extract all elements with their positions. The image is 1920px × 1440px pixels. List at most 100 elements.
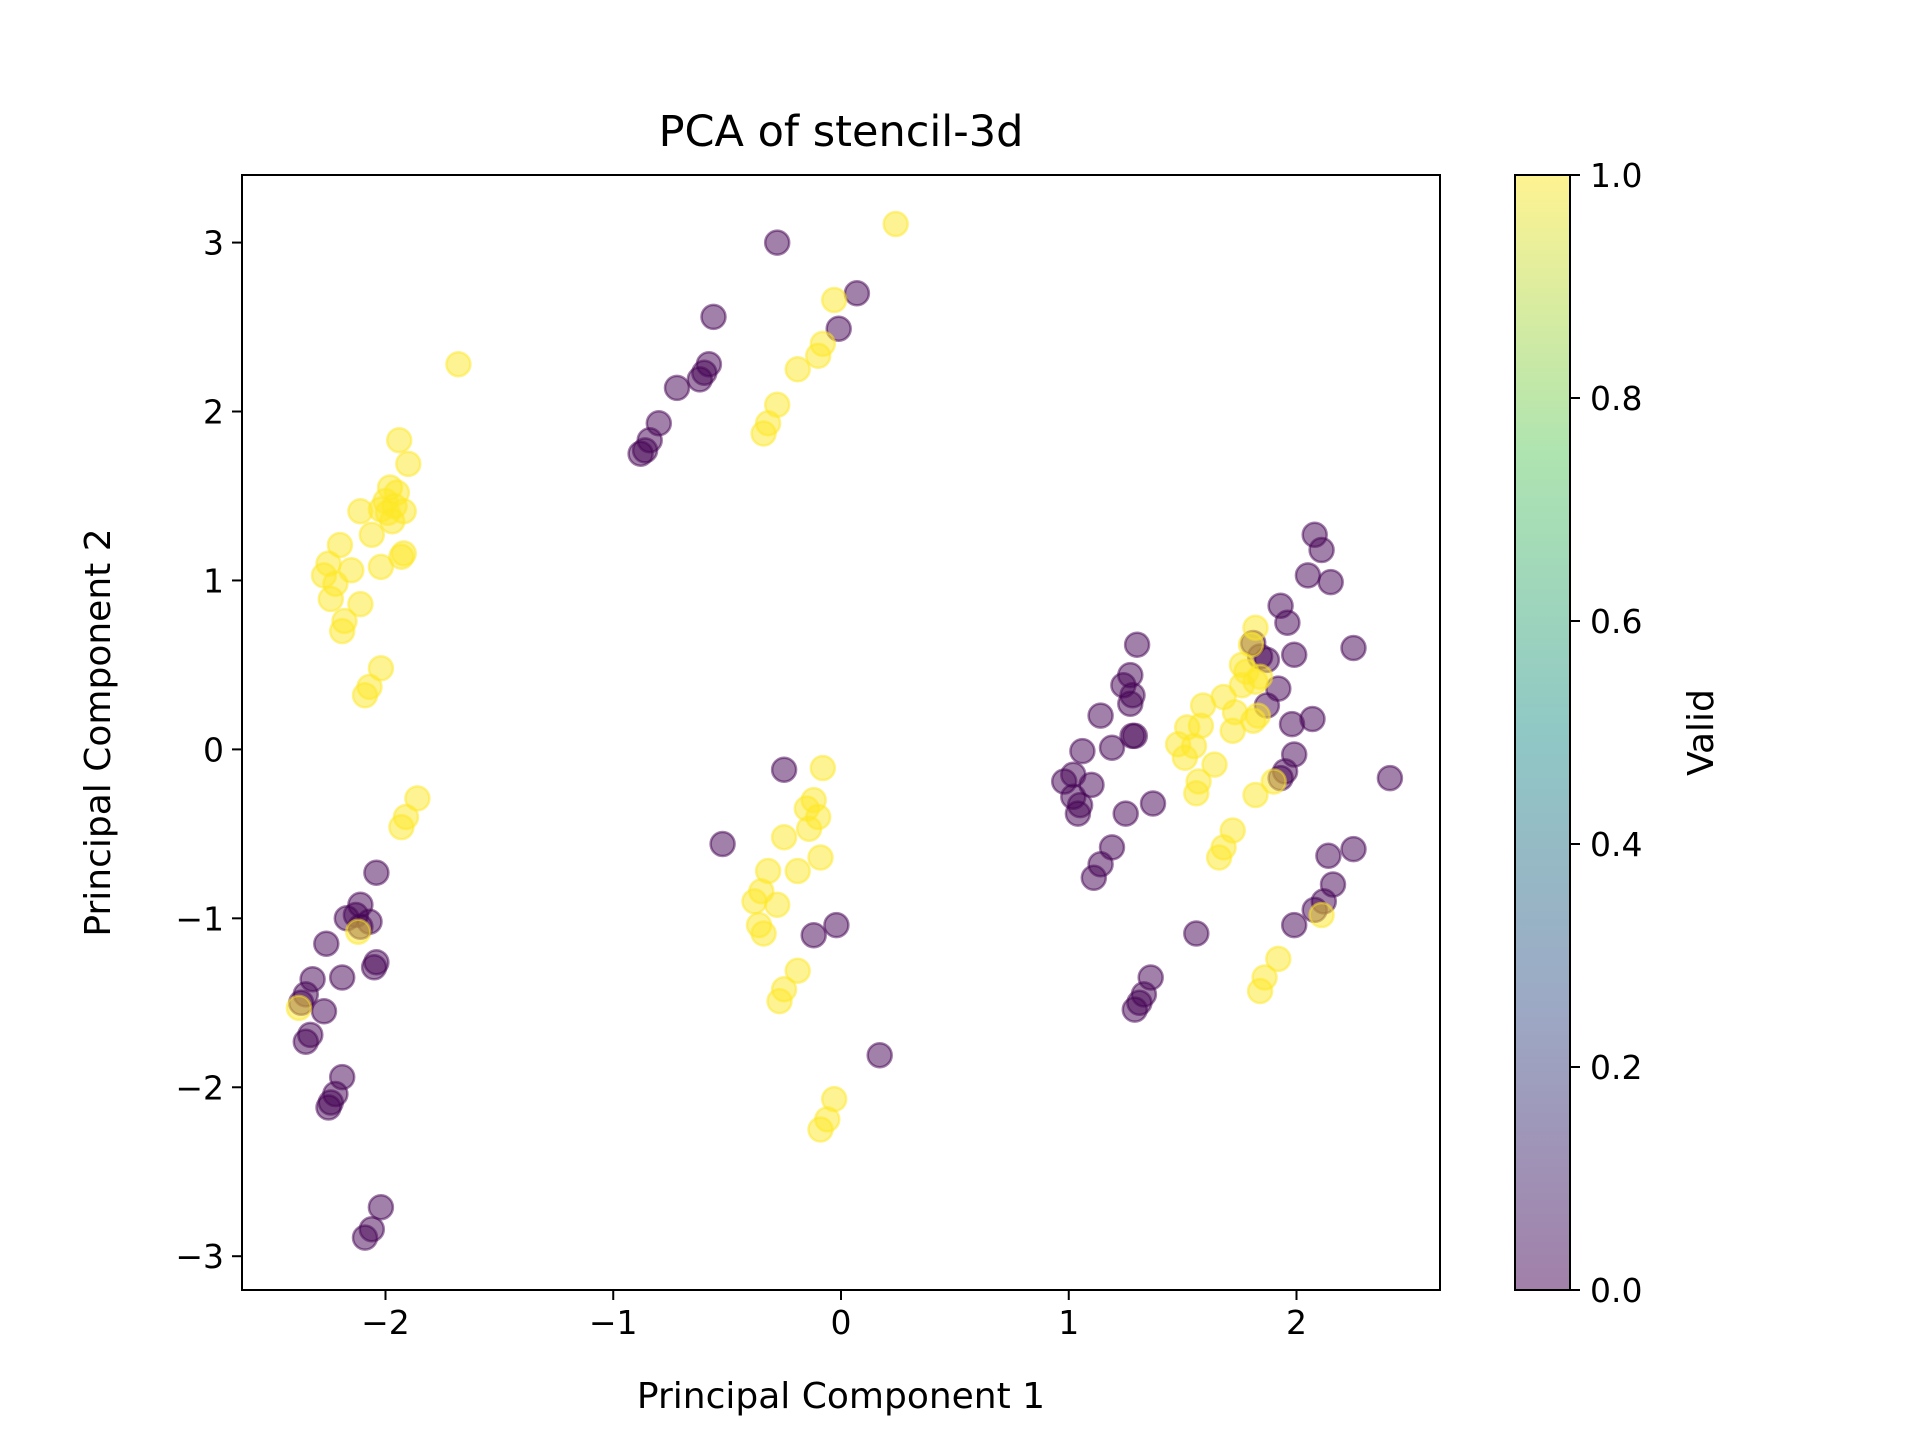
- invalid-point: [1069, 737, 1096, 765]
- chart-title: PCA of stencil-3d: [659, 107, 1024, 157]
- colorbar-ticks: 0.0 0.2 0.4 0.6 0.8 1.0: [1570, 156, 1642, 1310]
- invalid-point: [310, 998, 338, 1025]
- invalid-point: [1280, 641, 1308, 669]
- invalid-point: [1299, 705, 1326, 733]
- invalid-point: [313, 930, 340, 957]
- valid-point: [395, 450, 422, 478]
- valid-point: [807, 1116, 834, 1143]
- colorbar-tick-label: 0.4: [1590, 825, 1642, 864]
- x-tick-label: −1: [589, 1303, 638, 1342]
- colorbar-gradient: [1515, 175, 1570, 1290]
- y-axis-title: Principal Component 2: [78, 528, 119, 936]
- y-tick-label: 2: [203, 393, 224, 432]
- valid-point: [784, 957, 811, 984]
- y-tick-label: −2: [175, 1068, 224, 1107]
- valid-point: [445, 350, 472, 378]
- invalid-point: [1280, 911, 1308, 939]
- x-axis: −2 −1 0 1 2: [361, 1290, 1307, 1342]
- invalid-point: [1315, 842, 1342, 870]
- invalid-point: [1087, 702, 1114, 729]
- invalid-point: [1376, 764, 1404, 792]
- valid-point: [1308, 901, 1335, 929]
- y-tick-label: −3: [175, 1237, 224, 1276]
- valid-point: [1265, 945, 1292, 973]
- invalid-point: [1340, 835, 1367, 863]
- colorbar-label: Valid: [1681, 689, 1722, 776]
- valid-point: [385, 426, 413, 454]
- valid-point: [820, 286, 848, 314]
- valid-point: [285, 994, 313, 1022]
- invalid-point: [763, 229, 791, 256]
- invalid-point: [823, 911, 850, 939]
- invalid-point: [700, 303, 727, 331]
- invalid-point: [351, 1224, 379, 1251]
- valid-point: [1228, 671, 1256, 699]
- invalid-point: [709, 830, 736, 858]
- colorbar-tick-label: 0.6: [1590, 602, 1642, 641]
- x-tick-label: 1: [1058, 1303, 1079, 1342]
- valid-point: [750, 920, 777, 947]
- invalid-point: [770, 756, 798, 783]
- invalid-point: [360, 954, 388, 981]
- valid-point: [804, 342, 832, 370]
- invalid-point: [800, 921, 827, 949]
- invalid-point: [843, 280, 871, 307]
- colorbar: 0.0 0.2 0.4 0.6 0.8 1.0 Valid: [1514, 156, 1722, 1310]
- x-tick-label: 2: [1286, 1303, 1307, 1342]
- x-tick-label: −2: [361, 1303, 410, 1342]
- invalid-point: [866, 1041, 893, 1069]
- invalid-point: [627, 440, 654, 467]
- valid-point: [795, 815, 823, 843]
- invalid-point: [1183, 920, 1210, 947]
- valid-point: [750, 420, 777, 447]
- valid-point: [766, 987, 793, 1015]
- colorbar-tick-label: 0.2: [1590, 1048, 1642, 1087]
- colorbar-frame: [1514, 174, 1571, 1291]
- plot-frame: [241, 174, 1441, 1291]
- valid-point: [358, 521, 386, 549]
- invalid-point: [1119, 722, 1146, 750]
- valid-point: [388, 813, 415, 841]
- valid-point: [809, 754, 837, 782]
- invalid-point: [1121, 996, 1149, 1023]
- valid-point: [367, 553, 395, 581]
- valid-point: [1201, 751, 1228, 778]
- valid-point: [347, 497, 374, 525]
- invalid-point: [663, 374, 691, 402]
- invalid-point: [292, 1028, 320, 1055]
- invalid-point: [1340, 634, 1367, 662]
- valid-point: [379, 508, 406, 535]
- x-tick-label: 0: [831, 1303, 852, 1342]
- valid-point: [347, 590, 374, 618]
- invalid-point: [1139, 790, 1167, 817]
- valid-point: [328, 617, 356, 645]
- y-axis: −3 −2 −1 0 1 2 3: [175, 224, 242, 1276]
- valid-point: [1260, 768, 1287, 795]
- invalid-point: [315, 1094, 342, 1121]
- valid-point: [784, 356, 811, 383]
- x-axis-title: Principal Component 1: [637, 1376, 1045, 1417]
- valid-point: [1171, 744, 1199, 772]
- valid-point: [1246, 977, 1274, 1005]
- colorbar-tick-label: 0.8: [1590, 379, 1642, 418]
- invalid-point: [1123, 631, 1151, 658]
- points-layer: [285, 210, 1404, 1251]
- valid-point: [1205, 844, 1233, 871]
- y-tick-label: 1: [203, 561, 224, 600]
- valid-point: [351, 682, 379, 709]
- y-tick-label: 0: [203, 730, 224, 769]
- invalid-point: [1274, 609, 1301, 636]
- y-tick-label: −1: [175, 899, 224, 938]
- valid-point: [1242, 781, 1269, 809]
- invalid-point: [1117, 690, 1144, 718]
- invalid-point: [1308, 536, 1335, 564]
- invalid-point: [686, 366, 714, 393]
- invalid-point: [825, 315, 852, 342]
- invalid-point: [363, 859, 390, 886]
- colorbar-tick-label: 1.0: [1590, 156, 1642, 195]
- valid-point: [1183, 780, 1210, 807]
- valid-point: [784, 857, 811, 885]
- invalid-point: [1078, 771, 1105, 799]
- valid-point: [763, 891, 791, 919]
